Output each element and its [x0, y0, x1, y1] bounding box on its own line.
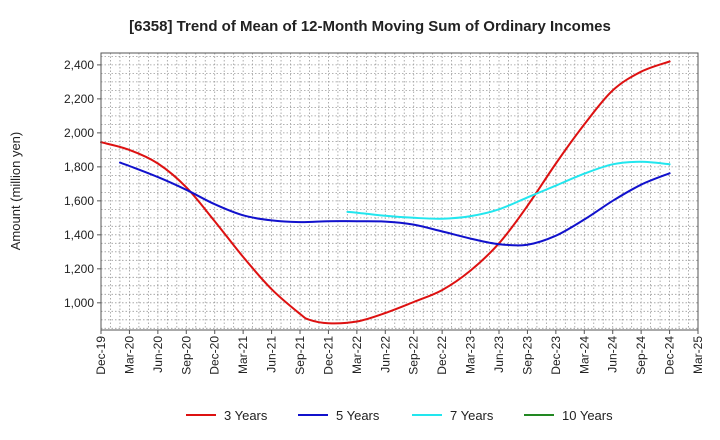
chart-title: [6358] Trend of Mean of 12-Month Moving … [129, 18, 611, 35]
x-axis: Dec-19 Mar-20 Jun-20 Sep-20 Dec-20 Mar-21 Jun-… [94, 330, 705, 375]
x-tick-label: Dec-22 [435, 336, 449, 375]
x-tick-label: Sep-24 [634, 336, 648, 375]
y-tick-label: 2,000 [64, 126, 94, 140]
x-tick-label: Mar-25 [691, 336, 705, 374]
y-tick-label: 1,200 [64, 262, 94, 276]
plot-frame [100, 52, 699, 331]
y-tick-label: 1,600 [64, 194, 94, 208]
legend-label-7-years: 7 Years [450, 408, 494, 423]
series-line-3-years [100, 60, 671, 325]
y-tick-label: 1,800 [64, 160, 94, 174]
x-tick-label: Mar-22 [350, 336, 364, 374]
grid-lines [101, 53, 698, 330]
x-tick-label: Dec-21 [321, 336, 335, 375]
x-tick-label: Dec-20 [208, 336, 222, 375]
x-tick-label: Mar-21 [236, 336, 250, 374]
x-tick-label: Dec-19 [94, 336, 108, 375]
series-line-7-years [346, 160, 671, 220]
legend-label-5-years: 5 Years [336, 408, 380, 423]
y-tick-label: 2,400 [64, 58, 94, 72]
x-tick-label: Dec-23 [549, 336, 563, 375]
x-tick-label: Jun-20 [151, 336, 165, 373]
x-tick-label: Sep-21 [293, 336, 307, 375]
x-tick-label: Jun-21 [265, 336, 279, 373]
series-group [100, 60, 671, 325]
x-tick-label: Jun-23 [492, 336, 506, 373]
x-tick-label: Sep-22 [407, 336, 421, 375]
x-tick-label: Mar-20 [122, 336, 136, 374]
x-tick-label: Mar-24 [577, 336, 591, 374]
x-tick-label: Mar-23 [464, 336, 478, 374]
y-tick-label: 1,000 [64, 296, 94, 310]
legend: 3 Years 5 Years 7 Years 10 Years [186, 408, 613, 423]
series-line-5-years [119, 161, 671, 247]
y-tick-label: 2,200 [64, 92, 94, 106]
y-axis: 1,000 1,200 1,400 1,600 1,800 2,000 2,200 2,400 [64, 58, 101, 310]
y-axis-label: Amount (million yen) [8, 132, 23, 251]
x-tick-label: Sep-20 [179, 336, 193, 375]
x-tick-label: Jun-22 [378, 336, 392, 373]
x-tick-label: Dec-24 [663, 336, 677, 375]
x-tick-label: Sep-23 [520, 336, 534, 375]
legend-label-10-years: 10 Years [562, 408, 613, 423]
y-tick-label: 1,400 [64, 228, 94, 242]
x-tick-label: Jun-24 [606, 336, 620, 373]
legend-label-3-years: 3 Years [224, 408, 268, 423]
